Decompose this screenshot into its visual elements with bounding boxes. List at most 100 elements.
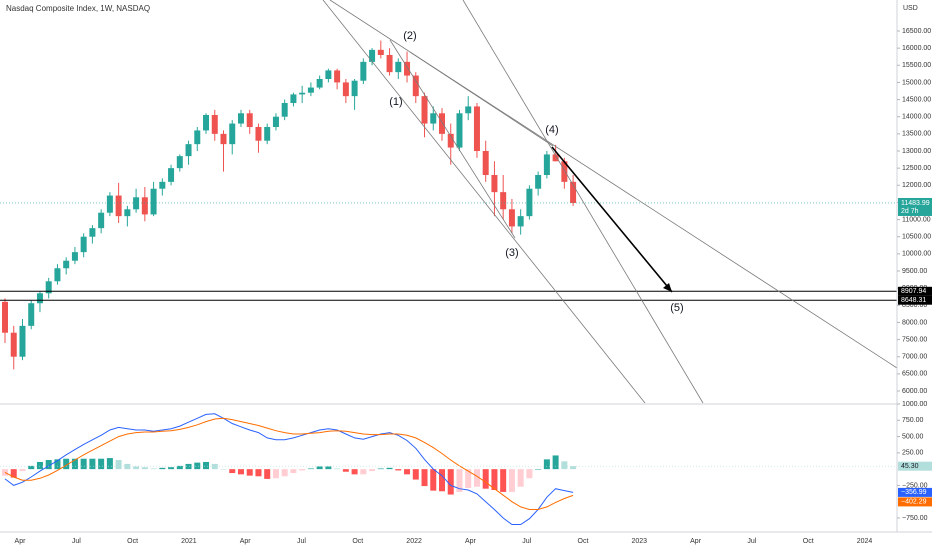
histogram-bar xyxy=(386,467,393,470)
histogram-bar xyxy=(430,469,437,491)
candle-body xyxy=(203,114,210,131)
histogram-bar xyxy=(281,469,288,477)
candle-body xyxy=(570,181,577,203)
projection-arrow xyxy=(551,146,673,293)
candle-body xyxy=(535,174,542,189)
x-tick-label: 2022 xyxy=(406,538,422,545)
histogram-bar xyxy=(36,461,43,470)
candle-body xyxy=(229,123,236,145)
histogram-bar xyxy=(220,469,227,470)
candle-body xyxy=(63,260,70,269)
histogram-bar xyxy=(150,468,157,470)
histogram-bar xyxy=(176,465,183,470)
y-tick-label: 7000.00 xyxy=(902,354,927,361)
value-label-box xyxy=(898,497,932,507)
x-tick-label: Apr xyxy=(690,538,702,545)
candle-body xyxy=(561,161,568,182)
y-tick-label: 14500.00 xyxy=(902,96,931,103)
histogram-bar xyxy=(124,463,131,470)
histogram-bar xyxy=(421,469,428,487)
trendline xyxy=(322,0,646,404)
histogram-bar xyxy=(141,467,148,470)
histogram-bar xyxy=(28,465,35,470)
histogram-bar xyxy=(439,469,445,492)
histogram-bar xyxy=(63,458,70,470)
candle-body xyxy=(334,70,341,83)
axes: 6000.00 6500.00 7000.00 7500.00 8000.00 8500.… xyxy=(15,28,932,545)
macd-pane xyxy=(0,413,897,525)
level-label-box xyxy=(898,286,932,296)
histogram-bar xyxy=(203,461,210,470)
wave-label: (4) xyxy=(545,124,558,136)
signal-line xyxy=(4,417,574,510)
candle-body xyxy=(386,54,393,73)
candle-body xyxy=(552,154,559,162)
histogram-bar xyxy=(45,460,52,470)
histogram-bar xyxy=(264,469,271,479)
candle-body xyxy=(141,197,148,215)
histogram-bar xyxy=(54,459,61,470)
candle-body xyxy=(10,332,17,357)
candle-body xyxy=(89,228,96,237)
y-tick-label: 16000.00 xyxy=(902,45,931,52)
histogram-bar xyxy=(482,469,489,489)
level-label-box xyxy=(898,295,932,305)
last-price-box xyxy=(898,197,932,216)
wave-label: (5) xyxy=(670,302,683,314)
histogram-bar xyxy=(194,462,201,470)
candle-body xyxy=(185,144,192,157)
histogram-bar xyxy=(500,469,507,492)
histogram-bar xyxy=(10,469,17,478)
y-tick-label: 13000.00 xyxy=(902,148,931,155)
x-tick-label: 2024 xyxy=(857,538,873,545)
histogram-bar xyxy=(543,459,550,470)
price-pane: (1) (2) (3) (4) (5) xyxy=(0,30,897,370)
y-tick-label: 750.00 xyxy=(902,417,924,424)
y-tick-label: 13500.00 xyxy=(902,131,931,138)
candle-body xyxy=(80,236,87,253)
y-tick-label: −750.00 xyxy=(902,515,928,522)
candle-body xyxy=(500,192,507,210)
candle-body xyxy=(19,325,26,357)
x-tick-label: 2023 xyxy=(632,538,648,545)
y-tick-label: 10500.00 xyxy=(902,234,931,241)
macd-line xyxy=(4,413,574,525)
x-tick-label: Jul xyxy=(522,538,531,545)
candle-body xyxy=(543,154,550,175)
candle-body xyxy=(508,209,515,227)
y-tick-label: 9500.00 xyxy=(902,268,927,275)
value-label: 45.30 xyxy=(901,463,919,470)
candle-body xyxy=(491,174,498,193)
y-tick-label: 12000.00 xyxy=(902,182,931,189)
trendline xyxy=(462,0,704,404)
histogram-bar xyxy=(133,466,140,470)
x-tick-label: 2021 xyxy=(181,538,197,545)
candle-body xyxy=(404,61,411,76)
candle-body xyxy=(2,301,8,333)
histogram-bar xyxy=(168,467,175,470)
x-tick-label: Oct xyxy=(352,538,363,545)
candle-body xyxy=(36,293,43,304)
chart-title: Nasdaq Composite Index, 1W, NASDAQ xyxy=(6,4,150,13)
histogram-bar xyxy=(98,458,105,470)
histogram-bar xyxy=(395,469,402,471)
level-label: 8648.31 xyxy=(901,297,926,304)
candle-body xyxy=(159,181,166,189)
candle-body xyxy=(526,188,533,217)
y-tick-label: 11000.00 xyxy=(902,216,931,223)
value-label-box xyxy=(898,461,932,471)
histogram-bar xyxy=(561,461,568,470)
candle-body xyxy=(360,61,367,81)
candle-body xyxy=(517,216,524,227)
histogram-bar xyxy=(508,469,515,492)
candle-body xyxy=(307,87,314,93)
value-label: −356.99 xyxy=(901,489,927,496)
candle-body xyxy=(377,49,384,55)
candle-body xyxy=(465,106,472,114)
last-price-label: 11483.99 xyxy=(901,200,930,207)
histogram-bar xyxy=(185,463,192,470)
x-tick-label: Oct xyxy=(127,538,138,545)
histogram-bar xyxy=(19,469,26,472)
wave-label: (3) xyxy=(505,247,518,259)
candle-body xyxy=(150,188,157,215)
